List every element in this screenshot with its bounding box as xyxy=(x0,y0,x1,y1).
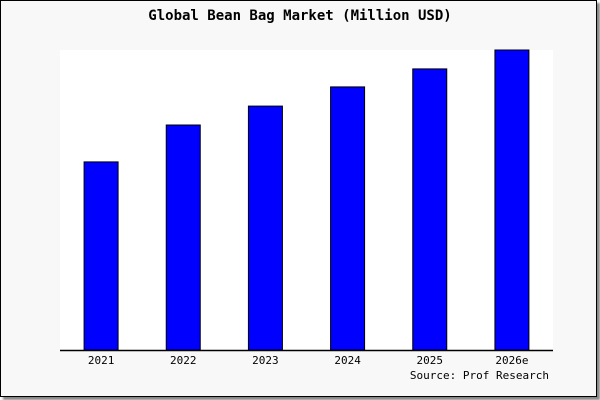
chart-title: Global Bean Bag Market (Million USD) xyxy=(148,8,451,24)
x-tick-label: 2025 xyxy=(417,354,444,367)
bar-2021 xyxy=(83,161,119,351)
bar-2025 xyxy=(412,68,448,351)
source-label: Source: Prof Research xyxy=(410,369,549,382)
plot-area xyxy=(60,50,553,350)
x-tick-label: 2024 xyxy=(334,354,361,367)
x-tick-label: 2023 xyxy=(252,354,279,367)
bar-2026e xyxy=(494,49,530,351)
bar-2022 xyxy=(165,124,201,351)
x-tick-label: 2021 xyxy=(88,354,115,367)
bar-2024 xyxy=(330,86,366,351)
x-tick-label: 2026e xyxy=(495,354,528,367)
x-tick-label: 2022 xyxy=(170,354,197,367)
bar-2023 xyxy=(247,105,283,351)
